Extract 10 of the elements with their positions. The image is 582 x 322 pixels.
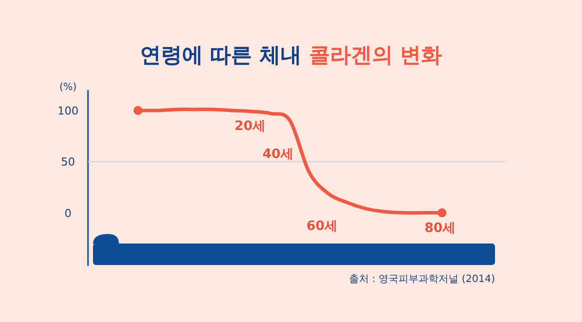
annotation: 80세	[424, 221, 456, 236]
y-tick-label: 100	[58, 104, 78, 118]
chart-title: 연령에 따른 체내 콜라겐의 변화	[140, 43, 442, 67]
annotation: 20세	[234, 119, 266, 134]
y-axis-title: (%)	[59, 82, 77, 93]
source-note: 출처 : 영국피부과학저널 (2014)	[348, 274, 496, 285]
annotation: 40세	[262, 147, 294, 162]
y-tick-label: 0	[64, 206, 72, 220]
annotation: 60세	[306, 219, 338, 234]
y-tick-label: 50	[61, 156, 75, 169]
